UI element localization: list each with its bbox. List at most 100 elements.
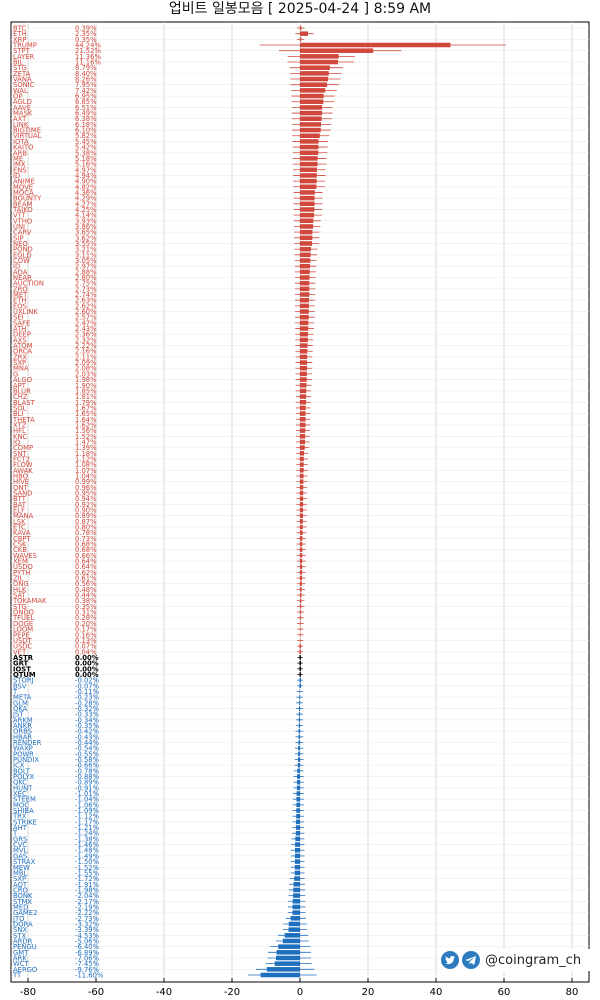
x-tick-label: 40 <box>430 987 443 998</box>
bar <box>300 275 310 280</box>
coin-change-label: 5.42% <box>75 144 97 152</box>
coin-change-label: -1.49% <box>75 852 100 860</box>
coin-name-label: ME <box>13 155 23 163</box>
coin-change-label: 0.92% <box>75 501 97 509</box>
bar <box>300 292 310 297</box>
coin-change-label: -1.48% <box>75 847 100 855</box>
bar <box>294 876 300 881</box>
coin-name-label: BTT <box>13 495 27 503</box>
coin-name-label: QTUM <box>13 671 36 679</box>
bar <box>300 178 317 184</box>
coin-change-label: -1.21% <box>75 824 100 832</box>
bar <box>300 212 315 218</box>
coin-name-label: MET <box>13 291 28 299</box>
coin-name-label: STMX <box>13 898 32 906</box>
bar <box>298 717 300 723</box>
bar <box>288 927 300 932</box>
bar <box>300 371 307 377</box>
coin-name-label: ID <box>13 263 20 271</box>
coin-change-label: 21.52% <box>75 47 101 55</box>
coin-change-label: -2.17% <box>75 898 100 906</box>
bar <box>300 456 304 462</box>
coin-change-label: 4.29% <box>75 195 97 203</box>
coin-change-label: -0.28% <box>75 699 100 707</box>
bar <box>299 694 300 700</box>
bar <box>299 649 301 655</box>
bar <box>300 473 304 479</box>
coin-name-label: ANKR <box>13 722 32 730</box>
coin-name-label: COW <box>13 257 30 265</box>
coin-name-label: BOLT <box>13 767 31 775</box>
bar <box>295 836 300 842</box>
coin-change-label: 1.81% <box>75 393 97 401</box>
coin-change-label: 5.16% <box>75 161 97 169</box>
coin-change-label: 3.93% <box>75 217 97 225</box>
coin-name-label: ATH <box>13 325 26 333</box>
coin-name-label: AHT <box>13 824 28 832</box>
coin-name-label: SNX <box>13 926 27 934</box>
coin-change-label: 2.74% <box>75 291 97 299</box>
coin-name-label: STORJ <box>13 677 34 685</box>
bar <box>299 655 301 660</box>
coin-change-label: 1.08% <box>75 461 97 469</box>
coin-name-label: UXLINK <box>13 308 39 316</box>
coin-change-label: 3.62% <box>75 234 97 242</box>
coin-change-label: 1.04% <box>75 472 97 480</box>
coin-name-label: ONG <box>13 580 29 588</box>
coin-name-label: ORCA <box>13 348 32 356</box>
coin-name-label: MANA <box>13 512 34 520</box>
coin-change-label: 0.78% <box>75 529 97 537</box>
coin-change-label: 3.55% <box>75 240 97 248</box>
bar <box>275 955 300 961</box>
coin-name-label: APT <box>13 382 27 390</box>
bar <box>300 513 304 518</box>
coin-change-label: -0.32% <box>75 705 100 713</box>
coin-name-label: BIGTIME <box>13 127 41 135</box>
coin-name-label: MOVE <box>13 183 33 191</box>
coin-name-label: ARB <box>13 149 27 157</box>
coin-name-label: QKC <box>13 779 27 787</box>
bar <box>300 592 302 598</box>
coin-change-label: 2.62% <box>75 302 97 310</box>
coin-change-label: 7.95% <box>75 81 97 89</box>
coin-name-label: ICX <box>13 762 25 770</box>
coin-change-label: 0.68% <box>75 546 97 554</box>
coin-name-label: GAS <box>13 852 27 860</box>
bar <box>296 808 300 813</box>
bar <box>298 711 300 717</box>
bar <box>300 547 303 552</box>
bar <box>300 161 318 167</box>
bar <box>300 25 302 31</box>
coin-name-label: XRP <box>13 36 26 44</box>
bar <box>300 632 301 638</box>
coin-name-label: JST <box>12 711 24 719</box>
bar <box>300 365 308 371</box>
bar <box>300 394 307 399</box>
coin-change-label: 8.26% <box>75 76 97 84</box>
bar <box>300 241 313 246</box>
coin-name-label: BOUNTY <box>13 195 42 203</box>
bar <box>300 462 304 467</box>
coin-name-label: MBL <box>13 869 28 877</box>
coin-change-label: 2.11% <box>75 353 97 361</box>
bar <box>300 139 319 144</box>
coin-change-label: 6.10% <box>75 127 97 135</box>
coin-name-label: SOL <box>13 404 27 412</box>
coin-change-label: -0.11% <box>75 688 100 696</box>
coin-change-label: 0.64% <box>75 558 97 566</box>
coin-change-label: 1.39% <box>75 444 97 452</box>
coin-change-label: -1.17% <box>75 818 100 826</box>
coin-change-label: -7.45% <box>75 960 100 968</box>
coin-change-label: 0.31% <box>75 609 97 617</box>
coin-name-label: IOTA <box>13 138 29 146</box>
coin-change-label: -6.40% <box>75 943 100 951</box>
bar <box>300 320 309 326</box>
coin-change-label: 0.28% <box>75 614 97 622</box>
coin-name-label: VIRTUAL <box>13 132 42 140</box>
x-tick-label: 20 <box>362 987 375 998</box>
coin-name-label: ZIL <box>13 575 24 583</box>
coin-name-label: ANIME <box>13 178 35 186</box>
coin-change-label: 11.36% <box>75 53 101 61</box>
coin-change-label: 6.49% <box>75 110 97 118</box>
bar <box>278 944 300 949</box>
